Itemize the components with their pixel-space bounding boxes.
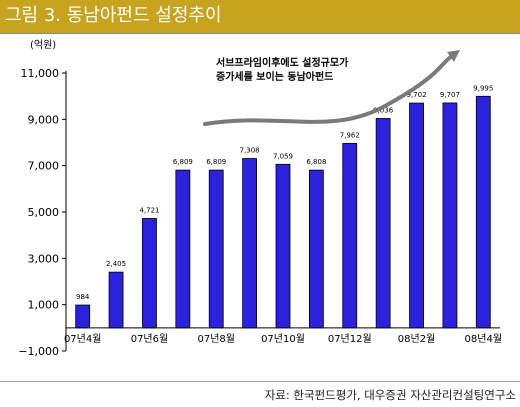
y-unit-label: (억원): [30, 39, 56, 51]
bar: [475, 95, 491, 329]
source-divider: [0, 381, 520, 382]
bar: [242, 158, 258, 329]
y-tick-label: 9,000: [28, 113, 60, 126]
bar: [442, 102, 458, 329]
bar: [409, 102, 424, 329]
bar: [142, 218, 157, 329]
source-note: 자료: 한국펀드평가, 대우증권 자산관리컨설팅연구소: [264, 388, 516, 402]
trend-arrow: [203, 54, 454, 126]
annotation-text: 서브프라임이후에도 설정규모가: [216, 56, 349, 69]
bar-chart: (억원) −1,000 1,000 3,000 5,000 7,000 9,000 11,00…: [18, 39, 503, 358]
data-label: 7,059: [273, 152, 293, 160]
annotation-text: 증가세를 보이는 동남아펀드: [216, 70, 333, 83]
x-tick-label: 07년10월: [261, 333, 305, 345]
x-tick-label: 07년12월: [328, 333, 372, 345]
bar: [108, 271, 124, 329]
data-label: 7,308: [240, 147, 260, 155]
data-label: 6,808: [306, 158, 326, 166]
figure-title-bar: 그림 3. 동남아펀드 설정추이: [0, 0, 520, 33]
bar: [375, 118, 391, 329]
y-tick-label: 7,000: [28, 160, 60, 173]
data-label: 7,962: [340, 131, 360, 139]
bar: [175, 169, 191, 329]
bar: [208, 169, 224, 329]
bar: [75, 304, 91, 329]
trend-arrow-head: [447, 50, 460, 62]
data-label: 984: [76, 293, 90, 301]
data-label: 6,809: [206, 158, 226, 166]
y-tick-label: 11,000: [21, 67, 60, 80]
x-tick-label: 07년6월: [131, 333, 169, 345]
x-tick-label: 07년4월: [64, 333, 102, 345]
data-label: 9,702: [407, 91, 427, 99]
figure-title: 그림 3. 동남아펀드 설정추이: [5, 5, 222, 26]
x-tick-label: 08년2월: [398, 333, 436, 345]
title-divider: [0, 33, 520, 34]
data-label: 4,721: [139, 206, 159, 214]
y-tick-label: −1,000: [18, 345, 59, 358]
y-tick-label: 3,000: [28, 252, 60, 265]
data-label: 9,995: [473, 84, 493, 92]
x-tick-label: 08년4월: [465, 333, 503, 345]
y-tick-label: 1,000: [28, 299, 60, 312]
data-label: 9,036: [373, 106, 394, 114]
data-label: 9,707: [440, 91, 460, 99]
y-tick-label: 5,000: [28, 206, 60, 219]
bar: [275, 163, 291, 329]
data-label: 6,809: [173, 158, 193, 166]
bar: [342, 142, 358, 329]
x-tick-label: 07년8월: [197, 333, 235, 345]
bar: [308, 169, 324, 329]
data-label: 2,405: [106, 260, 126, 268]
